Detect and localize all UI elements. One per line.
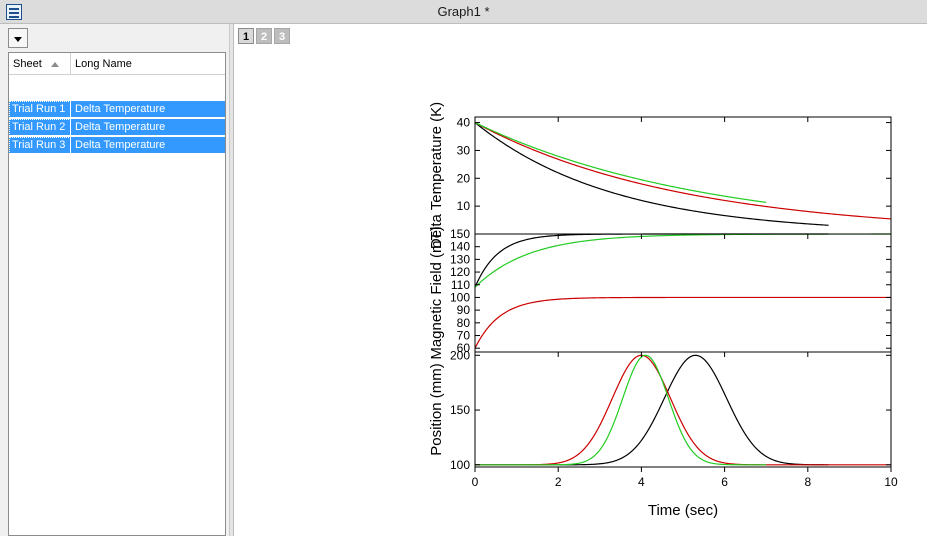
y-tick-label-2-5: 110 bbox=[451, 278, 470, 292]
sheet-row-trial-run-2[interactable]: Trial Run 2 Delta Temperature bbox=[9, 119, 225, 136]
page-tab-1[interactable]: 1 bbox=[238, 28, 254, 44]
y-tick-label-1-0: 10 bbox=[457, 199, 471, 213]
series-line-2-black bbox=[474, 233, 829, 288]
long-name-cell: Delta Temperature bbox=[75, 121, 166, 133]
x-tick-label-4: 8 bbox=[804, 475, 811, 489]
sheet-list[interactable]: Sheet Long Name Trial Run 1 Delta Temper… bbox=[8, 52, 226, 536]
y-axis-label-1: Delta Temperature (K) bbox=[428, 102, 445, 249]
y-tick-label-2-4: 100 bbox=[450, 290, 470, 304]
x-tick-label-3: 6 bbox=[721, 475, 728, 489]
panel-frame-3 bbox=[474, 351, 892, 468]
y-tick-label-2-0: 60 bbox=[457, 341, 471, 355]
sheet-row-trial-run-1[interactable]: Trial Run 1 Delta Temperature bbox=[9, 101, 225, 118]
y-tick-label-1-3: 40 bbox=[457, 116, 471, 130]
x-axis-label: Time (sec) bbox=[648, 502, 718, 519]
x-tick-label-2: 4 bbox=[638, 475, 645, 489]
y-tick-label-2-6: 120 bbox=[450, 265, 470, 279]
series-line-1-green bbox=[474, 122, 767, 203]
panel-frame-2 bbox=[474, 233, 892, 353]
series-line-1-red bbox=[474, 122, 892, 220]
series-line-3-red bbox=[475, 354, 891, 466]
column-header-long-name[interactable]: Long Name bbox=[71, 53, 225, 75]
graph-window-icon[interactable] bbox=[6, 4, 22, 20]
series-line-2-red bbox=[474, 296, 891, 349]
y-tick-label-2-2: 80 bbox=[457, 316, 471, 330]
x-tick-label-5: 10 bbox=[884, 475, 898, 489]
y-axis-label-3: Position (mm) bbox=[428, 363, 445, 456]
sheet-cell: Trial Run 3 bbox=[9, 137, 71, 154]
series-line-1-black bbox=[474, 122, 829, 226]
sheet-browser-panel: Sheet Long Name Trial Run 1 Delta Temper… bbox=[0, 24, 230, 536]
title-bar: Graph1 * bbox=[0, 0, 927, 24]
y-tick-label-3-1: 150 bbox=[450, 403, 470, 417]
dropdown-button[interactable] bbox=[8, 28, 28, 48]
y-tick-label-2-3: 90 bbox=[457, 303, 471, 317]
sheet-list-header: Sheet Long Name bbox=[9, 53, 225, 75]
y-tick-label-2-7: 130 bbox=[450, 252, 470, 266]
column-header-sheet-label: Sheet bbox=[13, 58, 42, 70]
column-header-sheet[interactable]: Sheet bbox=[9, 53, 71, 75]
sheet-cell: Trial Run 2 bbox=[9, 119, 71, 136]
sheet-cell: Trial Run 1 bbox=[9, 101, 71, 118]
y-axis-label-2: Magnetic Field (mT) bbox=[428, 226, 445, 359]
y-tick-label-2-9: 150 bbox=[450, 227, 470, 241]
panel-splitter[interactable] bbox=[230, 24, 234, 536]
y-tick-label-1-1: 20 bbox=[457, 171, 471, 185]
y-tick-label-2-8: 140 bbox=[450, 240, 470, 254]
page-tab-3[interactable]: 3 bbox=[274, 28, 290, 44]
column-header-long-name-label: Long Name bbox=[75, 58, 132, 70]
sort-ascending-icon bbox=[51, 62, 59, 67]
y-tick-label-3-2: 200 bbox=[450, 348, 470, 362]
page-tab-2[interactable]: 2 bbox=[256, 28, 272, 44]
y-tick-label-2-1: 70 bbox=[457, 329, 471, 343]
series-line-3-green bbox=[475, 354, 767, 466]
x-tick-label-0: 0 bbox=[472, 475, 479, 489]
series-line-3-black bbox=[475, 354, 829, 466]
panel-frame-1 bbox=[474, 116, 892, 235]
y-tick-label-3-0: 100 bbox=[450, 458, 470, 472]
graph-canvas[interactable]: 10 20 30 40 Delta Temperature (K) 60 70 80 90 100… bbox=[235, 24, 927, 536]
sheet-row-trial-run-3[interactable]: Trial Run 3 Delta Temperature bbox=[9, 137, 225, 154]
series-line-2-green bbox=[474, 233, 892, 288]
window-title: Graph1 * bbox=[437, 4, 490, 19]
x-tick-label-1: 2 bbox=[555, 475, 562, 489]
long-name-cell: Delta Temperature bbox=[75, 103, 166, 115]
long-name-cell: Delta Temperature bbox=[75, 139, 166, 151]
y-tick-label-1-2: 30 bbox=[457, 143, 471, 157]
